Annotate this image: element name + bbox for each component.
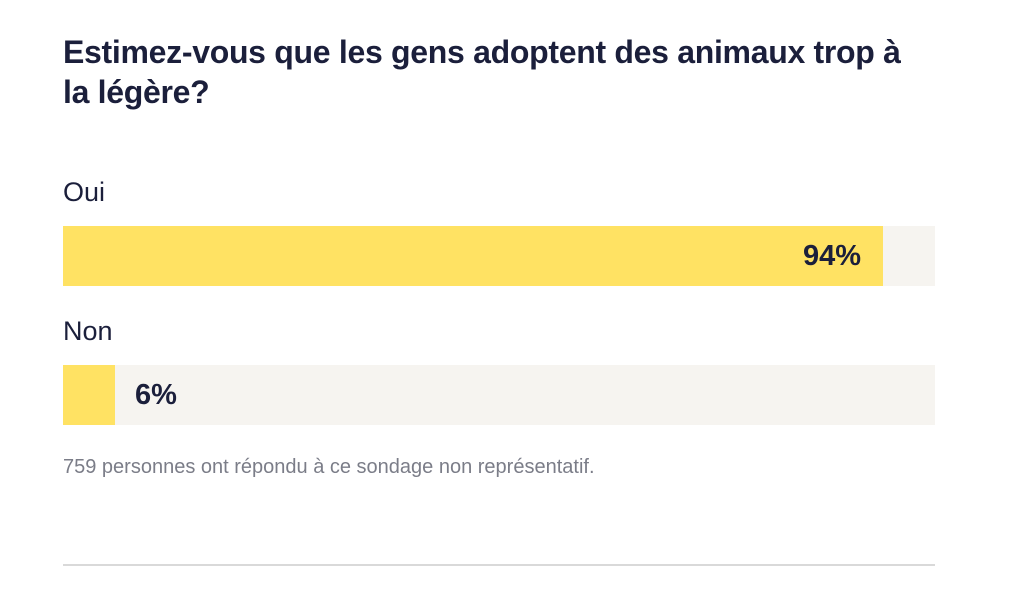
poll-option-label: Non xyxy=(63,316,113,346)
bar-track: 94% xyxy=(63,226,935,286)
poll-widget: Estimez-vous que les gens adoptent des a… xyxy=(63,32,935,480)
poll-option: Oui 94% xyxy=(63,176,935,286)
poll-options: Oui 94% Non 6% xyxy=(63,176,935,425)
poll-question: Estimez-vous que les gens adoptent des a… xyxy=(63,34,901,110)
bar-track: 6% xyxy=(63,365,935,425)
bar-value-label: 6% xyxy=(135,379,177,411)
section-divider xyxy=(63,564,935,566)
bar-fill xyxy=(63,226,883,286)
bar-value-label: 94% xyxy=(802,240,861,272)
poll-footnote: 759 personnes ont répondu à ce sondage n… xyxy=(63,456,595,478)
poll-option-label: Oui xyxy=(63,177,106,207)
poll-option: Non 6% xyxy=(63,315,935,425)
bar-fill xyxy=(63,365,115,425)
